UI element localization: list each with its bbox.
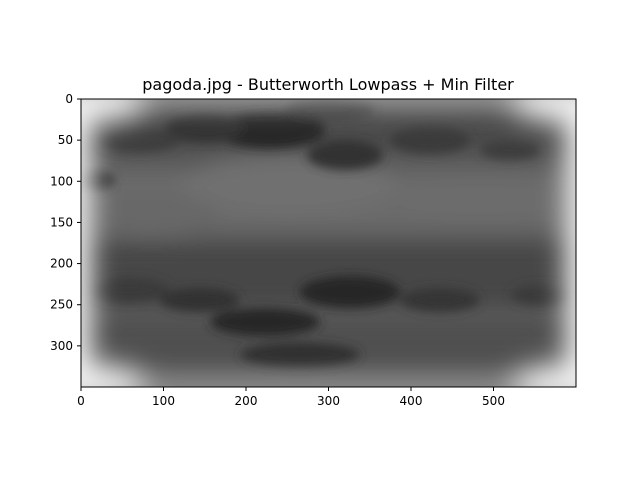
x-tick-label: 0: [77, 394, 85, 408]
x-tick-label: 500: [482, 394, 505, 408]
x-tick-label: 200: [235, 394, 258, 408]
x-tick-label: 100: [152, 394, 175, 408]
y-tick-label: 200: [50, 257, 73, 271]
y-tick-label: 300: [50, 339, 73, 353]
y-tick-label: 150: [50, 215, 73, 229]
chart-title: pagoda.jpg - Butterworth Lowpass + Min F…: [142, 75, 514, 94]
x-tick-label: 300: [317, 394, 340, 408]
y-tick-label: 0: [65, 92, 73, 106]
x-tick-label: 400: [400, 394, 423, 408]
image-panel: [81, 99, 576, 387]
y-tick-label: 250: [50, 298, 73, 312]
y-tick-label: 50: [58, 133, 73, 147]
y-tick-label: 100: [50, 174, 73, 188]
y-axis: 0 50 100 150 200 250 300: [50, 92, 81, 353]
x-axis: 0 100 200 300 400 500: [77, 387, 505, 408]
